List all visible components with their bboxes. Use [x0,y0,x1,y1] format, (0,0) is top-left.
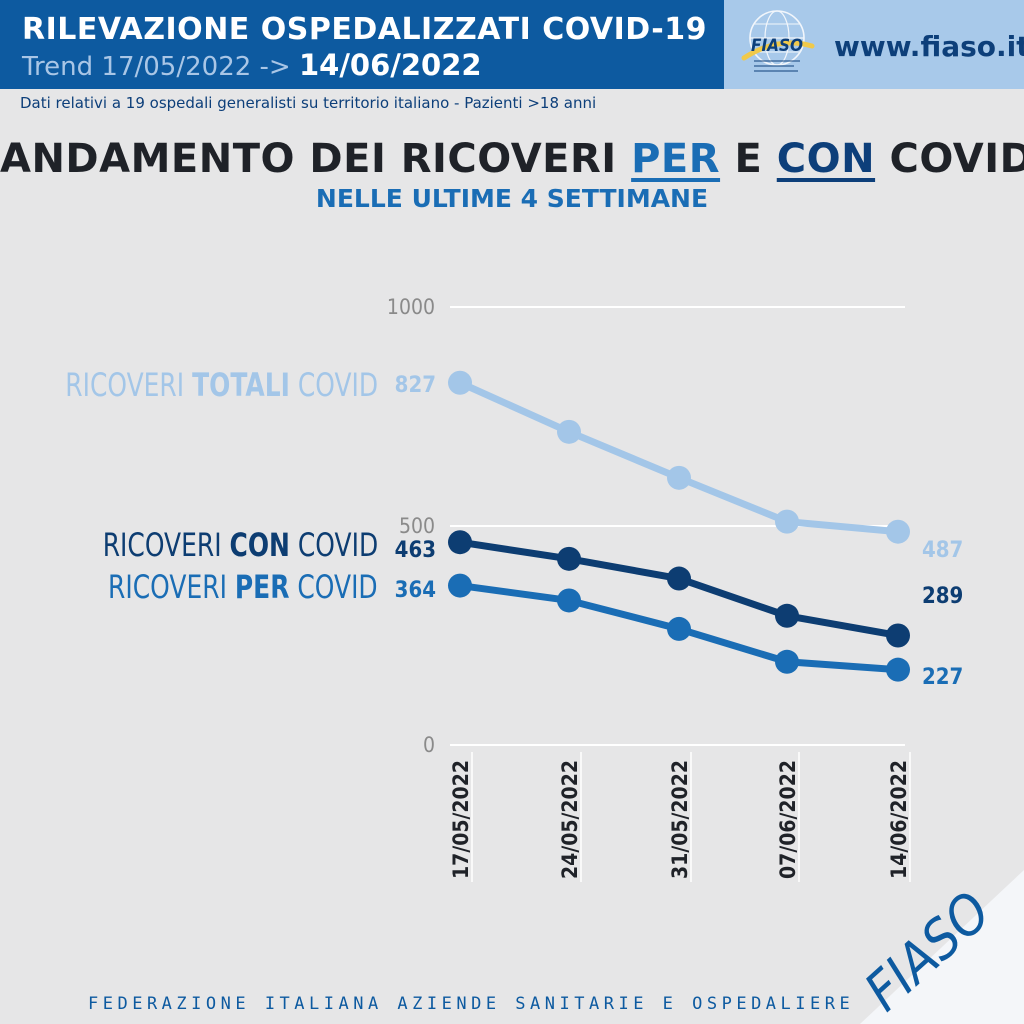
series-label-totali: RICOVERI TOTALI COVID [65,366,378,404]
title-part-1: ANDAMENTO DEI RICOVERI [0,136,632,182]
start-value-label-per: 364 [395,578,436,603]
chart-subtitle: NELLE ULTIME 4 SETTIMANE [315,184,709,213]
footer-organization: FEDERAZIONE ITALIANA AZIENDE SANITARIE E… [88,994,855,1014]
x-tick-label-2: 31/05/2022 [668,760,692,879]
header-subtitle: Trend 17/05/2022 -> 14/06/2022 [22,48,482,82]
point-totali-3 [775,509,799,534]
data-note: Dati relativi a 19 ospedali generalisti … [20,94,597,112]
point-per-3 [775,649,799,674]
x-tick-label-0: 17/05/2022 [449,760,473,879]
x-tick-label-4: 14/06/2022 [887,760,911,879]
series-line-totali [456,379,902,536]
trend-end-date: 14/06/2022 [298,48,482,82]
point-per-0 [448,573,472,598]
point-totali-0 [448,370,472,395]
end-value-label-totali: 487 [922,538,963,563]
x-tick-label-3: 07/06/2022 [776,760,800,879]
title-part-2: COVID [875,136,1024,182]
point-totali-2 [667,465,691,490]
trend-label: Trend 17/05/2022 -> [22,52,291,82]
point-totali-1 [557,419,581,444]
series-label-con: RICOVERI CON COVID [102,526,378,564]
point-con-3 [775,603,799,628]
start-value-label-con: 463 [395,538,436,563]
fiaso-globe-logo: FIASO [741,10,815,72]
point-con-0 [448,530,472,555]
point-con-2 [667,566,691,591]
logo-text: FIASO [751,36,803,56]
point-totali-4 [886,519,910,544]
y-tick-label-1000: 1000 [387,295,435,319]
y-tick-label-0: 0 [423,733,435,757]
point-con-1 [557,546,581,571]
title-con: CON [776,136,876,182]
chart-title: ANDAMENTO DEI RICOVERI PER E CON COVID [0,136,1024,182]
y-tick-label-500: 500 [399,514,435,538]
website-link[interactable]: www.fiaso.it [834,30,1024,63]
end-value-label-con: 289 [922,584,963,609]
point-per-4 [886,657,910,682]
end-value-label-per: 227 [922,665,963,690]
point-per-2 [667,616,691,641]
title-mid: E [720,136,777,182]
header-bar: RILEVAZIONE OSPEDALIZZATI COVID-19 Trend… [0,0,724,89]
header-title: RILEVAZIONE OSPEDALIZZATI COVID-19 [22,12,707,47]
point-per-1 [557,588,581,613]
title-per: PER [631,136,721,182]
point-con-4 [886,623,910,648]
start-value-label-totali: 827 [395,373,436,398]
series-label-per: RICOVERI PER COVID [108,568,378,606]
x-tick-label-1: 24/05/2022 [558,760,582,879]
